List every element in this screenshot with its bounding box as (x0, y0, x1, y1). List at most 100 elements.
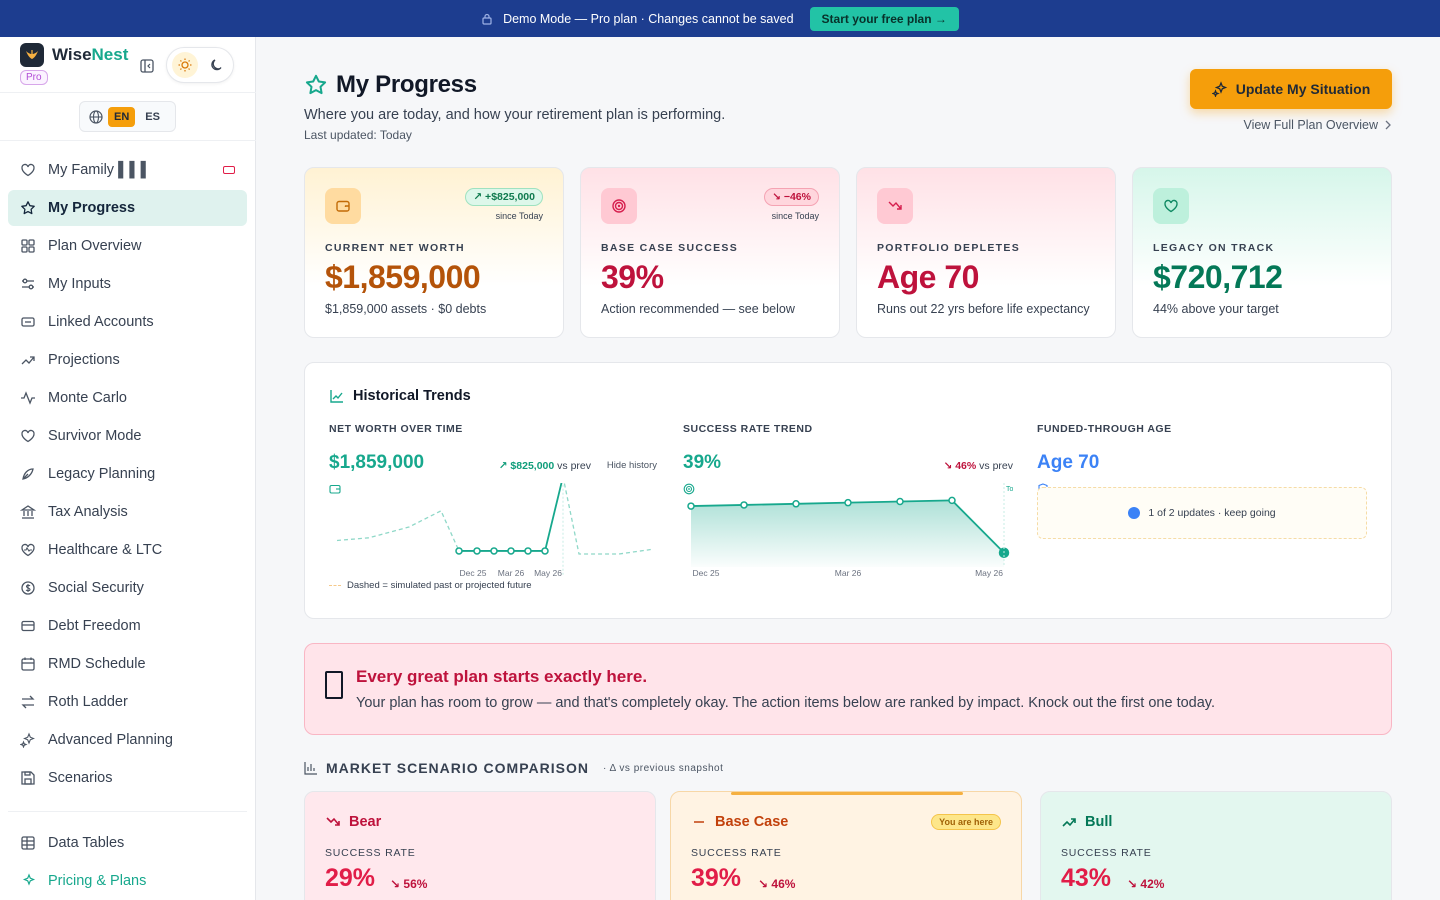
sidebar-item-survivor-mode[interactable]: Survivor Mode (8, 418, 247, 454)
view-plan-overview-link[interactable]: View Full Plan Overview (1243, 118, 1392, 132)
sidebar-item-my-progress[interactable]: My Progress (8, 190, 247, 226)
activity-icon (21, 391, 35, 405)
demo-banner: Demo Mode — Pro plan · Changes cannot be… (0, 0, 1440, 37)
scenario-rate-label: SUCCESS RATE (691, 847, 782, 859)
sun-icon[interactable] (172, 52, 198, 78)
heart-icon (1153, 188, 1189, 224)
net-worth-trend: NET WORTH OVER TIME $1,859,000 ↗ $825,00… (329, 423, 657, 603)
heart-icon (21, 429, 35, 443)
kpi-delta: ↗ +$825,000 (465, 188, 543, 206)
scenario-section-subtitle: · Δ vs previous snapshot (602, 762, 724, 774)
kpi-base-case-success[interactable]: ↘ −46% since Today BASE CASE SUCCESS 39%… (580, 167, 840, 338)
start-free-plan-button[interactable]: Start your free plan → (809, 6, 959, 31)
sidebar-item-monte-carlo[interactable]: Monte Carlo (8, 380, 247, 416)
success-rate-chart: Today Dec 25 Mar 26 May 26 (687, 483, 1013, 578)
chevron-right-icon (1385, 120, 1391, 130)
scenario-bear[interactable]: Bear SUCCESS RATE 29% ↘ 56% (304, 791, 656, 900)
sidebar-item-debt-freedom[interactable]: Debt Freedom (8, 608, 247, 644)
sidebar-item-social-security[interactable]: Social Security (8, 570, 247, 606)
kpi-portfolio-depletes[interactable]: PORTFOLIO DEPLETES Age 70 Runs out 22 yr… (856, 167, 1116, 338)
sidebar-item-scenarios[interactable]: Scenarios (8, 760, 247, 796)
sidebar-item-advanced-planning[interactable]: Advanced Planning (8, 722, 247, 758)
data-point (740, 501, 748, 509)
scenario-bull[interactable]: Bull SUCCESS RATE 43% ↘ 42% (1040, 791, 1392, 900)
collapse-sidebar-icon[interactable] (139, 58, 155, 74)
bar-chart-icon (304, 762, 317, 775)
pro-badge: Pro (20, 70, 48, 85)
sidebar-item-pricing[interactable]: Pricing & Plans (8, 863, 247, 899)
language-en[interactable]: EN (108, 106, 136, 127)
feather-icon (22, 468, 34, 480)
divider (8, 811, 247, 812)
sidebar-item-data-tables[interactable]: Data Tables (8, 825, 247, 861)
scenario-delta: ↘ 42% (1127, 877, 1165, 891)
kpi-since: since Today (771, 211, 819, 221)
x-tick-label: Mar 26 (835, 568, 862, 578)
kpi-value: Age 70 (877, 259, 979, 295)
sidebar-item-healthcare[interactable]: Healthcare & LTC (8, 532, 247, 568)
chart-legend-note: Dashed = simulated past or projected fut… (329, 580, 532, 591)
scenario-rate-label: SUCCESS RATE (1061, 847, 1152, 859)
sidebar-item-roth-ladder[interactable]: Roth Ladder (8, 684, 247, 720)
scenario-base-case[interactable]: Base Case You are here SUCCESS RATE 39% … (670, 791, 1022, 900)
update-situation-button[interactable]: Update My Situation (1190, 69, 1392, 109)
data-point (792, 500, 800, 508)
kpi-delta: ↘ −46% (764, 188, 819, 206)
scenario-name: Bull (1085, 814, 1113, 830)
data-point (507, 547, 515, 555)
globe-icon (89, 109, 103, 124)
sidebar-item-projections[interactable]: Projections (8, 342, 247, 378)
trending-down-icon (326, 817, 340, 826)
dollar-circle-icon (21, 581, 35, 595)
scenario-rate-label: SUCCESS RATE (325, 847, 416, 859)
data-point (687, 502, 695, 510)
sidebar-item-label: Roth Ladder (48, 694, 128, 710)
scenario-rate: 29% (325, 864, 376, 892)
success-area (691, 500, 1004, 567)
sparkles-icon (22, 873, 36, 886)
kpi-value: 39% (601, 259, 664, 295)
sidebar-item-label: Legacy Planning (48, 466, 156, 482)
kpi-label: LEGACY ON TRACK (1153, 242, 1275, 254)
trending-up-icon (21, 356, 35, 365)
projected-line (563, 483, 652, 555)
sidebar-item-my-family[interactable]: My Family ▌▌▌ (8, 152, 247, 188)
sidebar-item-rmd-schedule[interactable]: RMD Schedule (8, 646, 247, 682)
sliders-icon (22, 278, 34, 290)
sidebar-item-linked-accounts[interactable]: Linked Accounts (8, 304, 247, 340)
net-worth-trend-delta: ↗ $825,000 vs prev (498, 460, 591, 472)
data-point (896, 497, 904, 506)
dash-swatch (329, 585, 341, 586)
language-es[interactable]: ES (145, 110, 160, 123)
x-tick-label: Dec 25 (693, 568, 720, 578)
brand[interactable]: WiseNest (20, 43, 128, 67)
success-rate-trend-label: SUCCESS RATE TREND (683, 423, 813, 435)
moon-icon[interactable] (209, 57, 225, 73)
logo-icon (20, 43, 44, 67)
sidebar-item-label: Linked Accounts (48, 314, 154, 330)
success-rate-trend: SUCCESS RATE TREND 39% ↘ 46% vs prev To d… (683, 423, 1013, 603)
heart-pulse-icon (21, 543, 35, 557)
theme-toggle[interactable] (166, 47, 234, 83)
sparkles-icon (20, 732, 35, 748)
kpi-net-worth[interactable]: ↗ +$825,000 since Today CURRENT NET WORT… (304, 167, 564, 338)
hide-history-link[interactable]: Hide history (606, 460, 657, 471)
sidebar-item-label: Monte Carlo (48, 390, 127, 406)
sidebar-item-plan-overview[interactable]: Plan Overview (8, 228, 247, 264)
trending-down-icon (877, 188, 913, 224)
sidebar-item-legacy-planning[interactable]: Legacy Planning (8, 456, 247, 492)
kpi-label: PORTFOLIO DEPLETES (877, 242, 1020, 254)
kpi-note: Action recommended — see below (601, 302, 795, 316)
wallet-icon (325, 188, 361, 224)
kpi-legacy[interactable]: LEGACY ON TRACK $720,712 44% above your … (1132, 167, 1392, 338)
sidebar-item-label: My Family ▌▌▌ (48, 162, 152, 178)
credit-card-icon (21, 620, 35, 632)
banner-text: Demo Mode — Pro plan · Changes cannot be… (503, 11, 794, 26)
net-worth-line (459, 483, 563, 552)
sidebar-item-tax-analysis[interactable]: Tax Analysis (8, 494, 247, 530)
alert-body: Your plan has room to grow — and that's … (356, 695, 1215, 711)
scenario-name: Base Case (715, 814, 789, 830)
data-point (844, 498, 852, 507)
success-rate-trend-delta: ↘ 46% vs prev (943, 460, 1014, 472)
sidebar-item-my-inputs[interactable]: My Inputs (8, 266, 247, 302)
